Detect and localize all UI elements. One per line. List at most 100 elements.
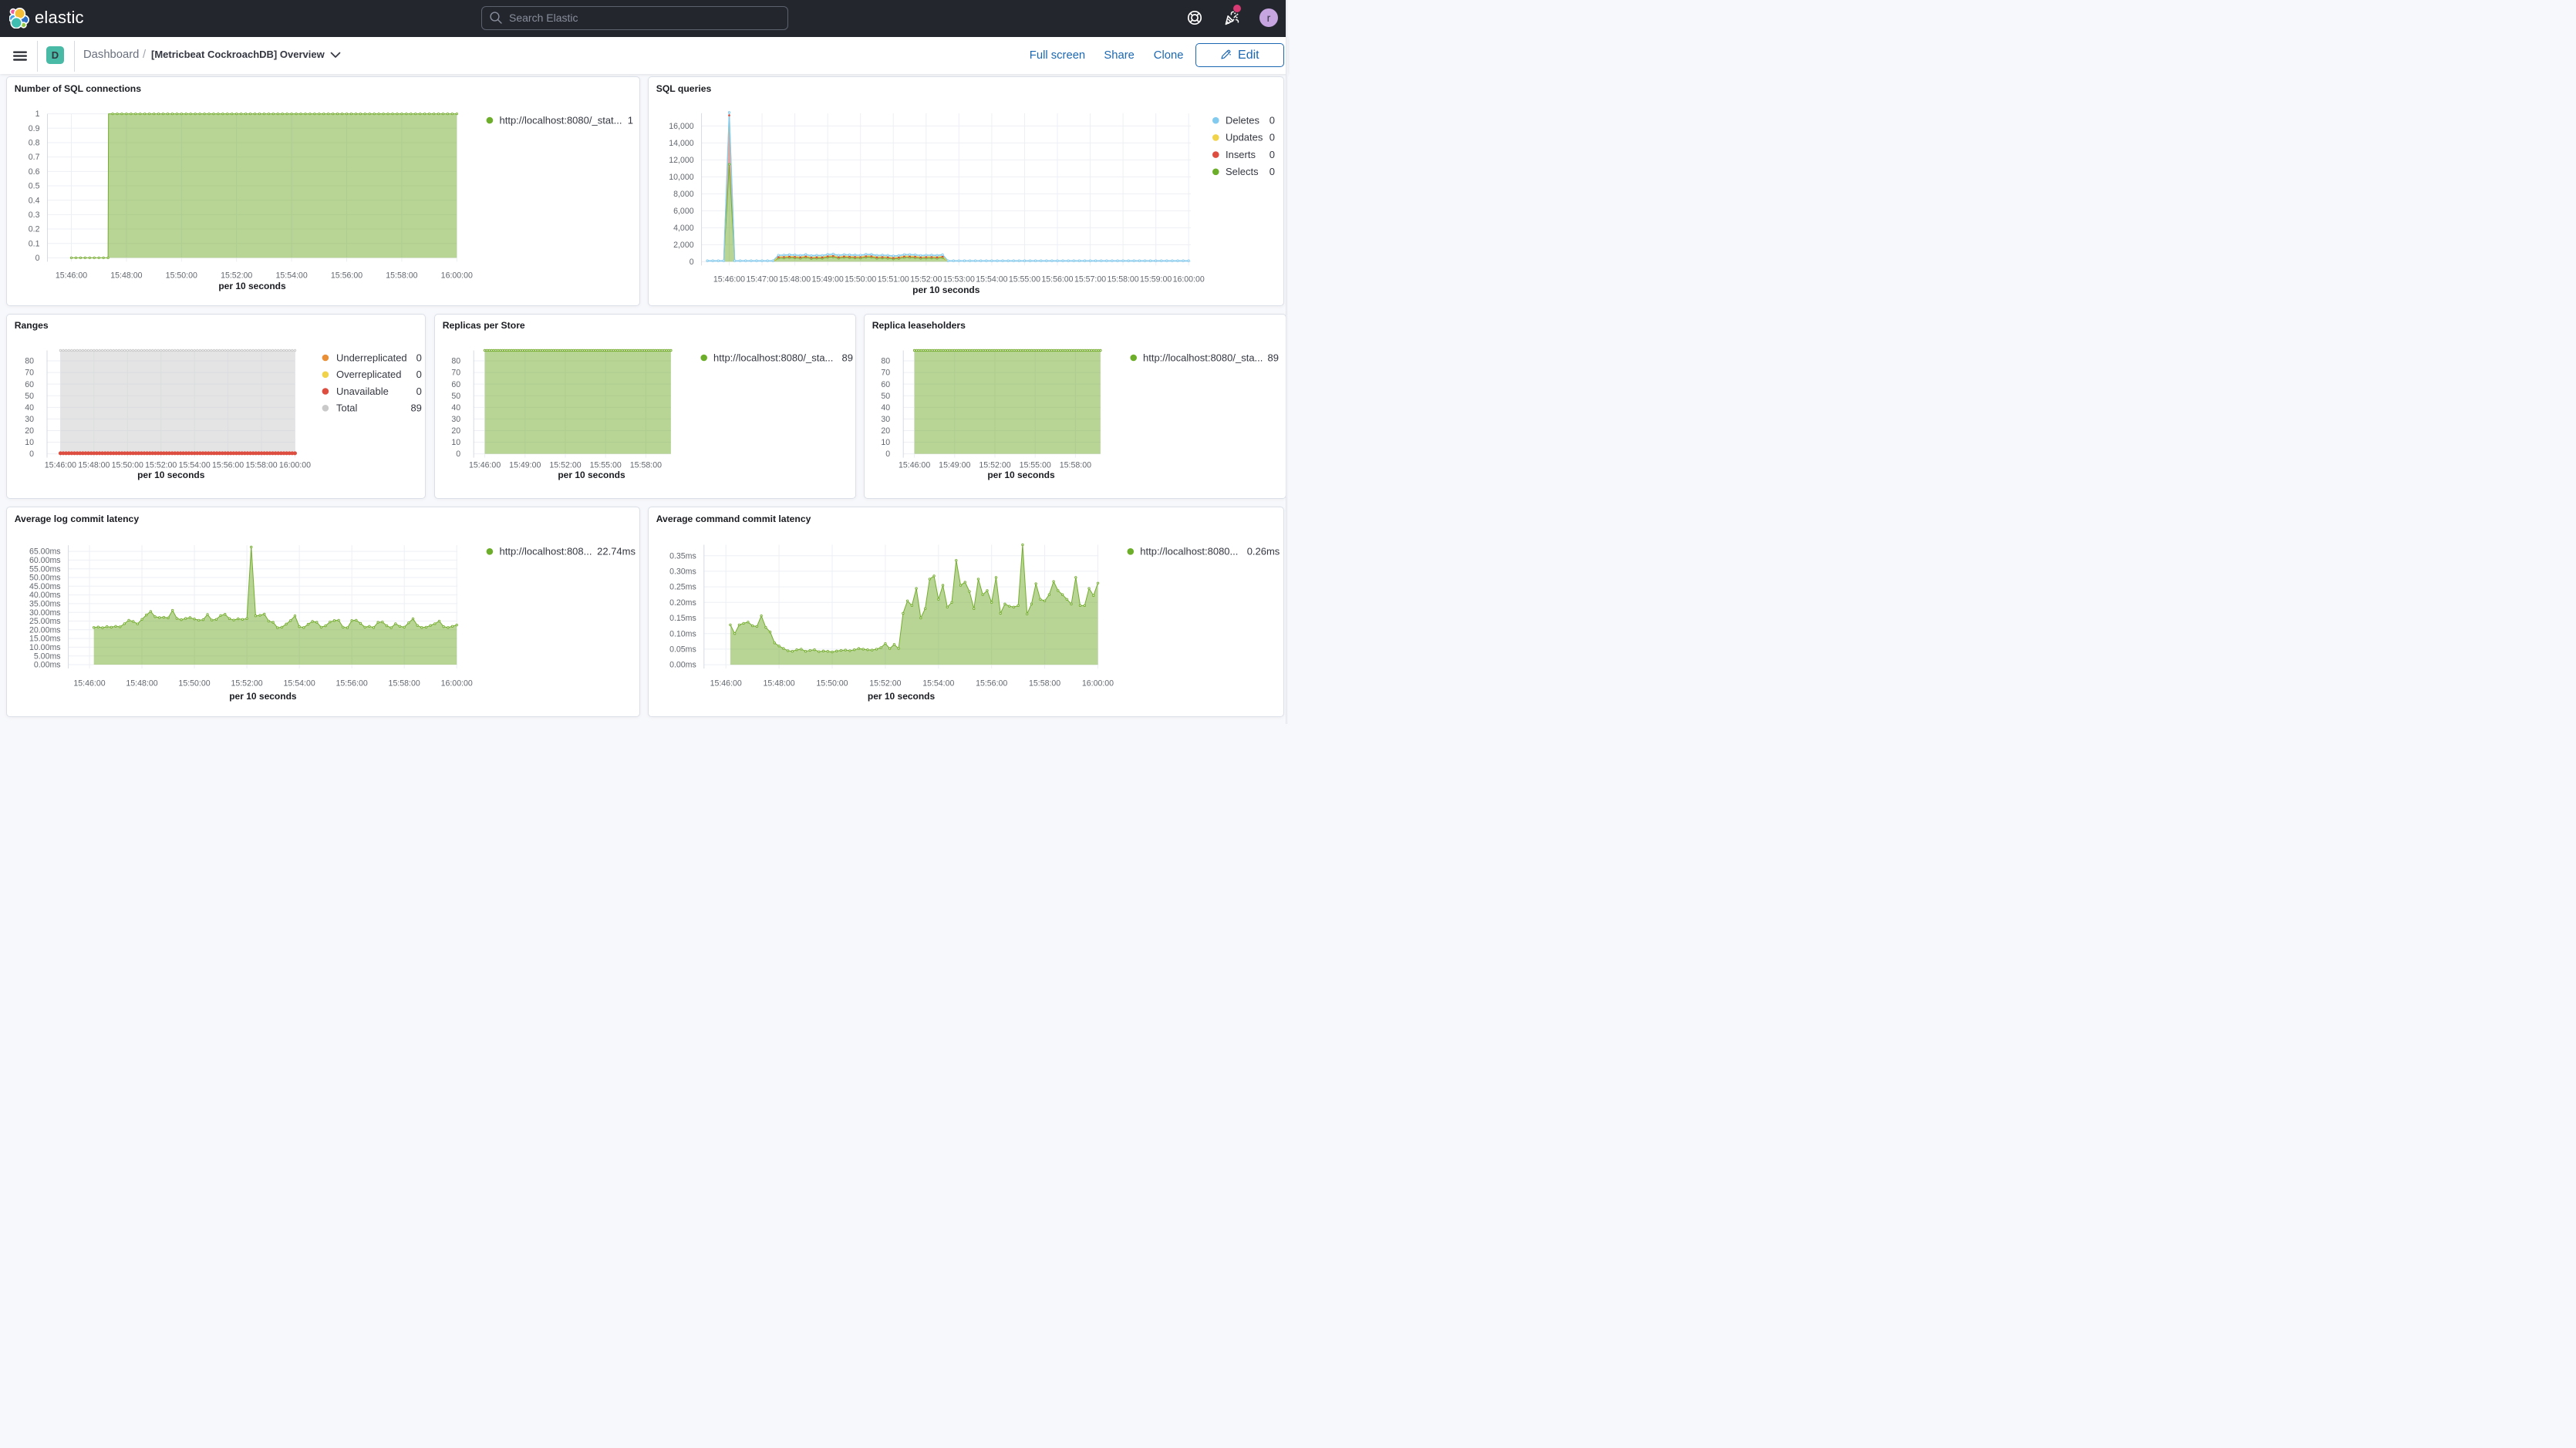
svg-text:0.9: 0.9: [29, 123, 40, 133]
svg-text:50: 50: [25, 392, 34, 401]
svg-text:15:50:00: 15:50:00: [816, 679, 848, 689]
svg-text:0.3: 0.3: [29, 210, 40, 220]
svg-text:Inserts: Inserts: [1226, 148, 1256, 160]
svg-text:0.6: 0.6: [29, 167, 40, 177]
svg-text:Average log commit latency: Average log commit latency: [14, 514, 139, 524]
svg-text:15.00ms: 15.00ms: [29, 635, 61, 644]
svg-text:35.00ms: 35.00ms: [29, 600, 61, 609]
svg-text:15:46:00: 15:46:00: [469, 461, 501, 470]
svg-text:30: 30: [25, 415, 34, 424]
svg-text:0.1: 0.1: [29, 239, 40, 248]
svg-text:5.00ms: 5.00ms: [34, 652, 61, 662]
svg-text:15:58:00: 15:58:00: [386, 271, 417, 280]
svg-text:0: 0: [29, 450, 34, 459]
svg-text:65.00ms: 65.00ms: [29, 547, 61, 557]
svg-text:per 10 seconds: per 10 seconds: [912, 284, 980, 295]
svg-text:0.30ms: 0.30ms: [669, 567, 696, 577]
svg-text:15:56:00: 15:56:00: [335, 679, 367, 689]
svg-text:60: 60: [881, 380, 890, 389]
svg-text:15:52:00: 15:52:00: [231, 679, 262, 689]
svg-text:15:59:00: 15:59:00: [1140, 274, 1172, 284]
svg-text:0: 0: [885, 450, 890, 459]
svg-text:0: 0: [35, 254, 39, 263]
svg-text:15:58:00: 15:58:00: [1060, 461, 1091, 470]
svg-text:15:49:00: 15:49:00: [509, 461, 541, 470]
svg-text:89: 89: [1268, 352, 1279, 363]
svg-text:15:52:00: 15:52:00: [979, 461, 1010, 470]
svg-text:30: 30: [451, 415, 460, 424]
svg-text:Deletes: Deletes: [1226, 114, 1260, 126]
svg-text:0: 0: [416, 386, 421, 397]
svg-text:15:50:00: 15:50:00: [111, 461, 143, 470]
svg-text:per 10 seconds: per 10 seconds: [137, 470, 205, 480]
svg-text:Unavailable: Unavailable: [336, 386, 389, 397]
svg-text:0.00ms: 0.00ms: [34, 661, 61, 670]
svg-text:16:00:00: 16:00:00: [1082, 679, 1114, 689]
svg-text:0.4: 0.4: [29, 196, 40, 205]
svg-text:45.00ms: 45.00ms: [29, 582, 61, 591]
svg-text:15:46:00: 15:46:00: [45, 461, 76, 470]
svg-text:50.00ms: 50.00ms: [29, 574, 61, 583]
svg-text:15:56:00: 15:56:00: [976, 679, 1007, 689]
svg-text:0.25ms: 0.25ms: [669, 583, 696, 592]
svg-text:0.35ms: 0.35ms: [669, 552, 696, 561]
svg-text:15:46:00: 15:46:00: [899, 461, 930, 470]
svg-text:15:49:00: 15:49:00: [811, 274, 843, 284]
svg-text:15:52:00: 15:52:00: [145, 461, 177, 470]
svg-text:16:00:00: 16:00:00: [1172, 274, 1204, 284]
svg-text:15:54:00: 15:54:00: [976, 274, 1007, 284]
svg-text:25.00ms: 25.00ms: [29, 617, 61, 626]
svg-text:http://localhost:8080/_stat...: http://localhost:8080/_stat...: [499, 114, 622, 126]
svg-text:20: 20: [881, 426, 890, 436]
svg-text:60.00ms: 60.00ms: [29, 556, 61, 565]
svg-text:0.05ms: 0.05ms: [669, 645, 696, 655]
svg-text:15:47:00: 15:47:00: [746, 274, 777, 284]
svg-text:Overreplicated: Overreplicated: [336, 369, 401, 380]
svg-text:Total: Total: [336, 402, 358, 414]
svg-text:80: 80: [881, 357, 890, 366]
svg-text:15:48:00: 15:48:00: [78, 461, 110, 470]
svg-text:0.8: 0.8: [29, 138, 40, 147]
svg-text:40: 40: [451, 403, 460, 413]
svg-text:15:51:00: 15:51:00: [877, 274, 909, 284]
svg-text:15:46:00: 15:46:00: [710, 679, 741, 689]
svg-text:SQL queries: SQL queries: [656, 83, 711, 94]
svg-text:Replica leaseholders: Replica leaseholders: [872, 320, 966, 331]
svg-text:15:58:00: 15:58:00: [1107, 274, 1138, 284]
svg-text:Replicas per Store: Replicas per Store: [442, 320, 524, 331]
svg-text:http://localhost:808...: http://localhost:808...: [499, 546, 592, 557]
svg-text:60: 60: [451, 380, 460, 389]
svg-text:80: 80: [25, 357, 34, 366]
svg-text:10.00ms: 10.00ms: [29, 643, 61, 652]
svg-text:15:48:00: 15:48:00: [110, 271, 142, 280]
svg-text:55.00ms: 55.00ms: [29, 565, 61, 574]
svg-text:0.5: 0.5: [29, 181, 40, 190]
svg-text:15:48:00: 15:48:00: [763, 679, 794, 689]
svg-text:15:48:00: 15:48:00: [126, 679, 157, 689]
svg-text:per 10 seconds: per 10 seconds: [987, 470, 1055, 480]
svg-text:0.26ms: 0.26ms: [1246, 546, 1280, 557]
svg-text:15:56:00: 15:56:00: [1041, 274, 1073, 284]
svg-text:15:58:00: 15:58:00: [630, 461, 662, 470]
svg-text:15:58:00: 15:58:00: [245, 461, 277, 470]
svg-text:15:49:00: 15:49:00: [939, 461, 970, 470]
svg-text:15:58:00: 15:58:00: [388, 679, 420, 689]
svg-text:10,000: 10,000: [669, 173, 693, 182]
svg-text:http://localhost:8080...: http://localhost:8080...: [1140, 546, 1238, 557]
svg-text:89: 89: [841, 352, 852, 363]
svg-text:6,000: 6,000: [673, 207, 694, 216]
svg-text:8,000: 8,000: [673, 190, 694, 199]
svg-text:15:56:00: 15:56:00: [212, 461, 244, 470]
svg-text:Underreplicated: Underreplicated: [336, 352, 407, 363]
svg-text:10: 10: [25, 438, 34, 447]
svg-text:15:52:00: 15:52:00: [549, 461, 581, 470]
svg-text:10: 10: [451, 438, 460, 447]
svg-text:15:54:00: 15:54:00: [922, 679, 954, 689]
svg-text:16:00:00: 16:00:00: [440, 271, 472, 280]
svg-text:0.15ms: 0.15ms: [669, 614, 696, 623]
svg-text:40: 40: [881, 403, 890, 413]
svg-text:70: 70: [451, 369, 460, 378]
svg-text:Average command commit latency: Average command commit latency: [656, 514, 811, 524]
svg-text:15:54:00: 15:54:00: [178, 461, 210, 470]
svg-text:0: 0: [416, 369, 421, 380]
